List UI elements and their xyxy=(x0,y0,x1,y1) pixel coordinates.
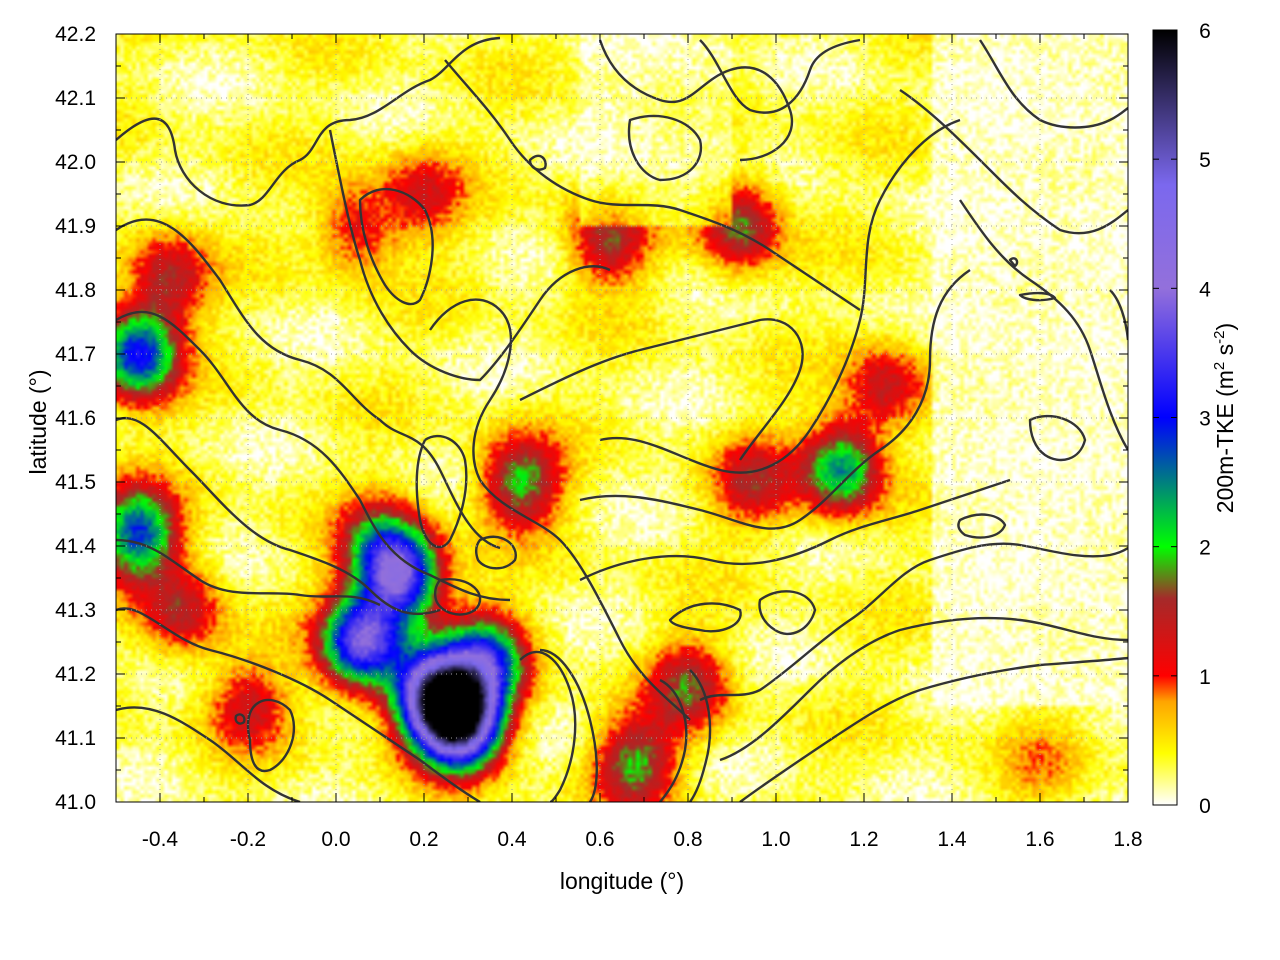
x-tick-label: 1.0 xyxy=(761,828,790,851)
plot-area: -0.4 -0.2 0.0 0.2 0.4 0.6 0.8 1.0 1.2 1.4 1.6 1.8 4… xyxy=(55,23,1142,851)
terrain-contour xyxy=(415,434,468,549)
colorbar-tick-label: 3 xyxy=(1199,408,1211,431)
terrain-contour xyxy=(699,542,1128,702)
x-tick-label: 1.2 xyxy=(849,828,878,851)
terrain-contour xyxy=(599,118,961,474)
terrain-contour xyxy=(579,478,1011,582)
terrain-contour xyxy=(475,535,517,570)
y-tick-label: 42.0 xyxy=(55,151,96,174)
terrain-contour xyxy=(116,36,501,207)
terrain-contour xyxy=(668,602,742,633)
terrain-contour xyxy=(247,698,296,773)
terrain-contour xyxy=(519,318,804,461)
terrain-contour xyxy=(328,129,611,382)
x-tick-label: 1.6 xyxy=(1025,828,1054,851)
y-tick-label: 41.8 xyxy=(55,279,96,302)
colorbar-tick-label: 6 xyxy=(1199,20,1211,43)
y-tick-label: 42.2 xyxy=(55,23,96,46)
y-tick-label: 41.0 xyxy=(55,791,96,814)
terrain-contour xyxy=(739,656,1128,802)
terrain-contour xyxy=(116,417,441,616)
colorbar-tick-label: 0 xyxy=(1199,795,1211,818)
terrain-contour xyxy=(699,38,861,114)
x-tick-label: 0.0 xyxy=(321,828,350,851)
x-axis-ticks: -0.4 -0.2 0.0 0.2 0.4 0.6 0.8 1.0 1.2 1.4 1.6 1.8 xyxy=(115,34,1143,851)
terrain-contour xyxy=(116,218,501,550)
y-tick-label: 42.1 xyxy=(55,87,96,110)
colorbar-tick-label: 4 xyxy=(1199,278,1211,301)
colorbar-tick-label: 1 xyxy=(1199,666,1211,689)
terrain-contour xyxy=(1008,257,1019,268)
x-tick-label: 1.8 xyxy=(1113,828,1142,851)
terrain-contour xyxy=(519,650,577,802)
gridlines xyxy=(116,34,1128,802)
x-tick-label: -0.2 xyxy=(230,828,266,851)
terrain-contour xyxy=(434,578,482,616)
terrain-contour xyxy=(689,669,712,802)
terrain-contour xyxy=(899,89,1128,235)
terrain-contour xyxy=(116,538,381,607)
y-axis-ticks: 41.0 41.1 41.2 41.3 41.4 41.5 41.6 41.7 41.8 41.9… xyxy=(55,23,1128,814)
colorbar-tick-label: 5 xyxy=(1199,149,1211,172)
terrain-contour xyxy=(444,59,861,311)
colorbar-ticks: 0 1 2 3 4 5 6 xyxy=(1153,20,1211,818)
terrain-contour xyxy=(979,39,1128,129)
terrain-contour xyxy=(116,706,301,802)
terrain-contour xyxy=(659,678,688,802)
terrain-contour xyxy=(1028,414,1087,462)
x-tick-label: 0.4 xyxy=(497,828,527,851)
terrain-contour xyxy=(598,39,794,162)
terrain-contour xyxy=(528,154,547,171)
terrain-contour xyxy=(539,648,598,802)
terrain-contour xyxy=(627,114,703,182)
x-tick-label: -0.4 xyxy=(142,828,179,851)
terrain-contour xyxy=(719,616,1128,762)
colorbar-tick-label: 2 xyxy=(1199,537,1211,560)
y-tick-label: 41.3 xyxy=(55,599,96,622)
terrain-contour xyxy=(429,298,691,721)
y-tick-label: 41.7 xyxy=(55,343,96,366)
x-axis-label: longitude (°) xyxy=(560,868,684,894)
terrain-contours xyxy=(116,36,1128,802)
colorbar: 0 1 2 3 4 5 6 200m-TKE (m2 s-2) xyxy=(1152,20,1238,818)
terrain-contour xyxy=(959,199,1128,451)
y-tick-label: 41.1 xyxy=(55,727,96,750)
y-tick-label: 41.4 xyxy=(55,535,96,558)
terrain-contour xyxy=(234,713,246,725)
y-tick-label: 41.6 xyxy=(55,407,96,430)
terrain-contour xyxy=(957,513,1007,539)
terrain-contour xyxy=(358,187,434,306)
x-tick-label: 1.4 xyxy=(937,828,967,851)
x-tick-label: 0.8 xyxy=(673,828,702,851)
terrain-contour xyxy=(579,269,971,530)
y-tick-label: 41.9 xyxy=(55,215,96,238)
terrain-contour xyxy=(758,590,817,636)
y-axis-label: latitude (°) xyxy=(25,369,51,474)
terrain-contour xyxy=(1109,289,1128,341)
terrain-contour xyxy=(116,310,511,602)
colorbar-label: 200m-TKE (m2 s-2) xyxy=(1211,323,1238,513)
terrain-contour xyxy=(116,607,481,802)
y-tick-label: 41.5 xyxy=(55,471,96,494)
x-tick-label: 0.2 xyxy=(409,828,438,851)
terrain-contour xyxy=(1018,291,1057,302)
y-tick-label: 41.2 xyxy=(55,663,96,686)
x-tick-label: 0.6 xyxy=(585,828,614,851)
